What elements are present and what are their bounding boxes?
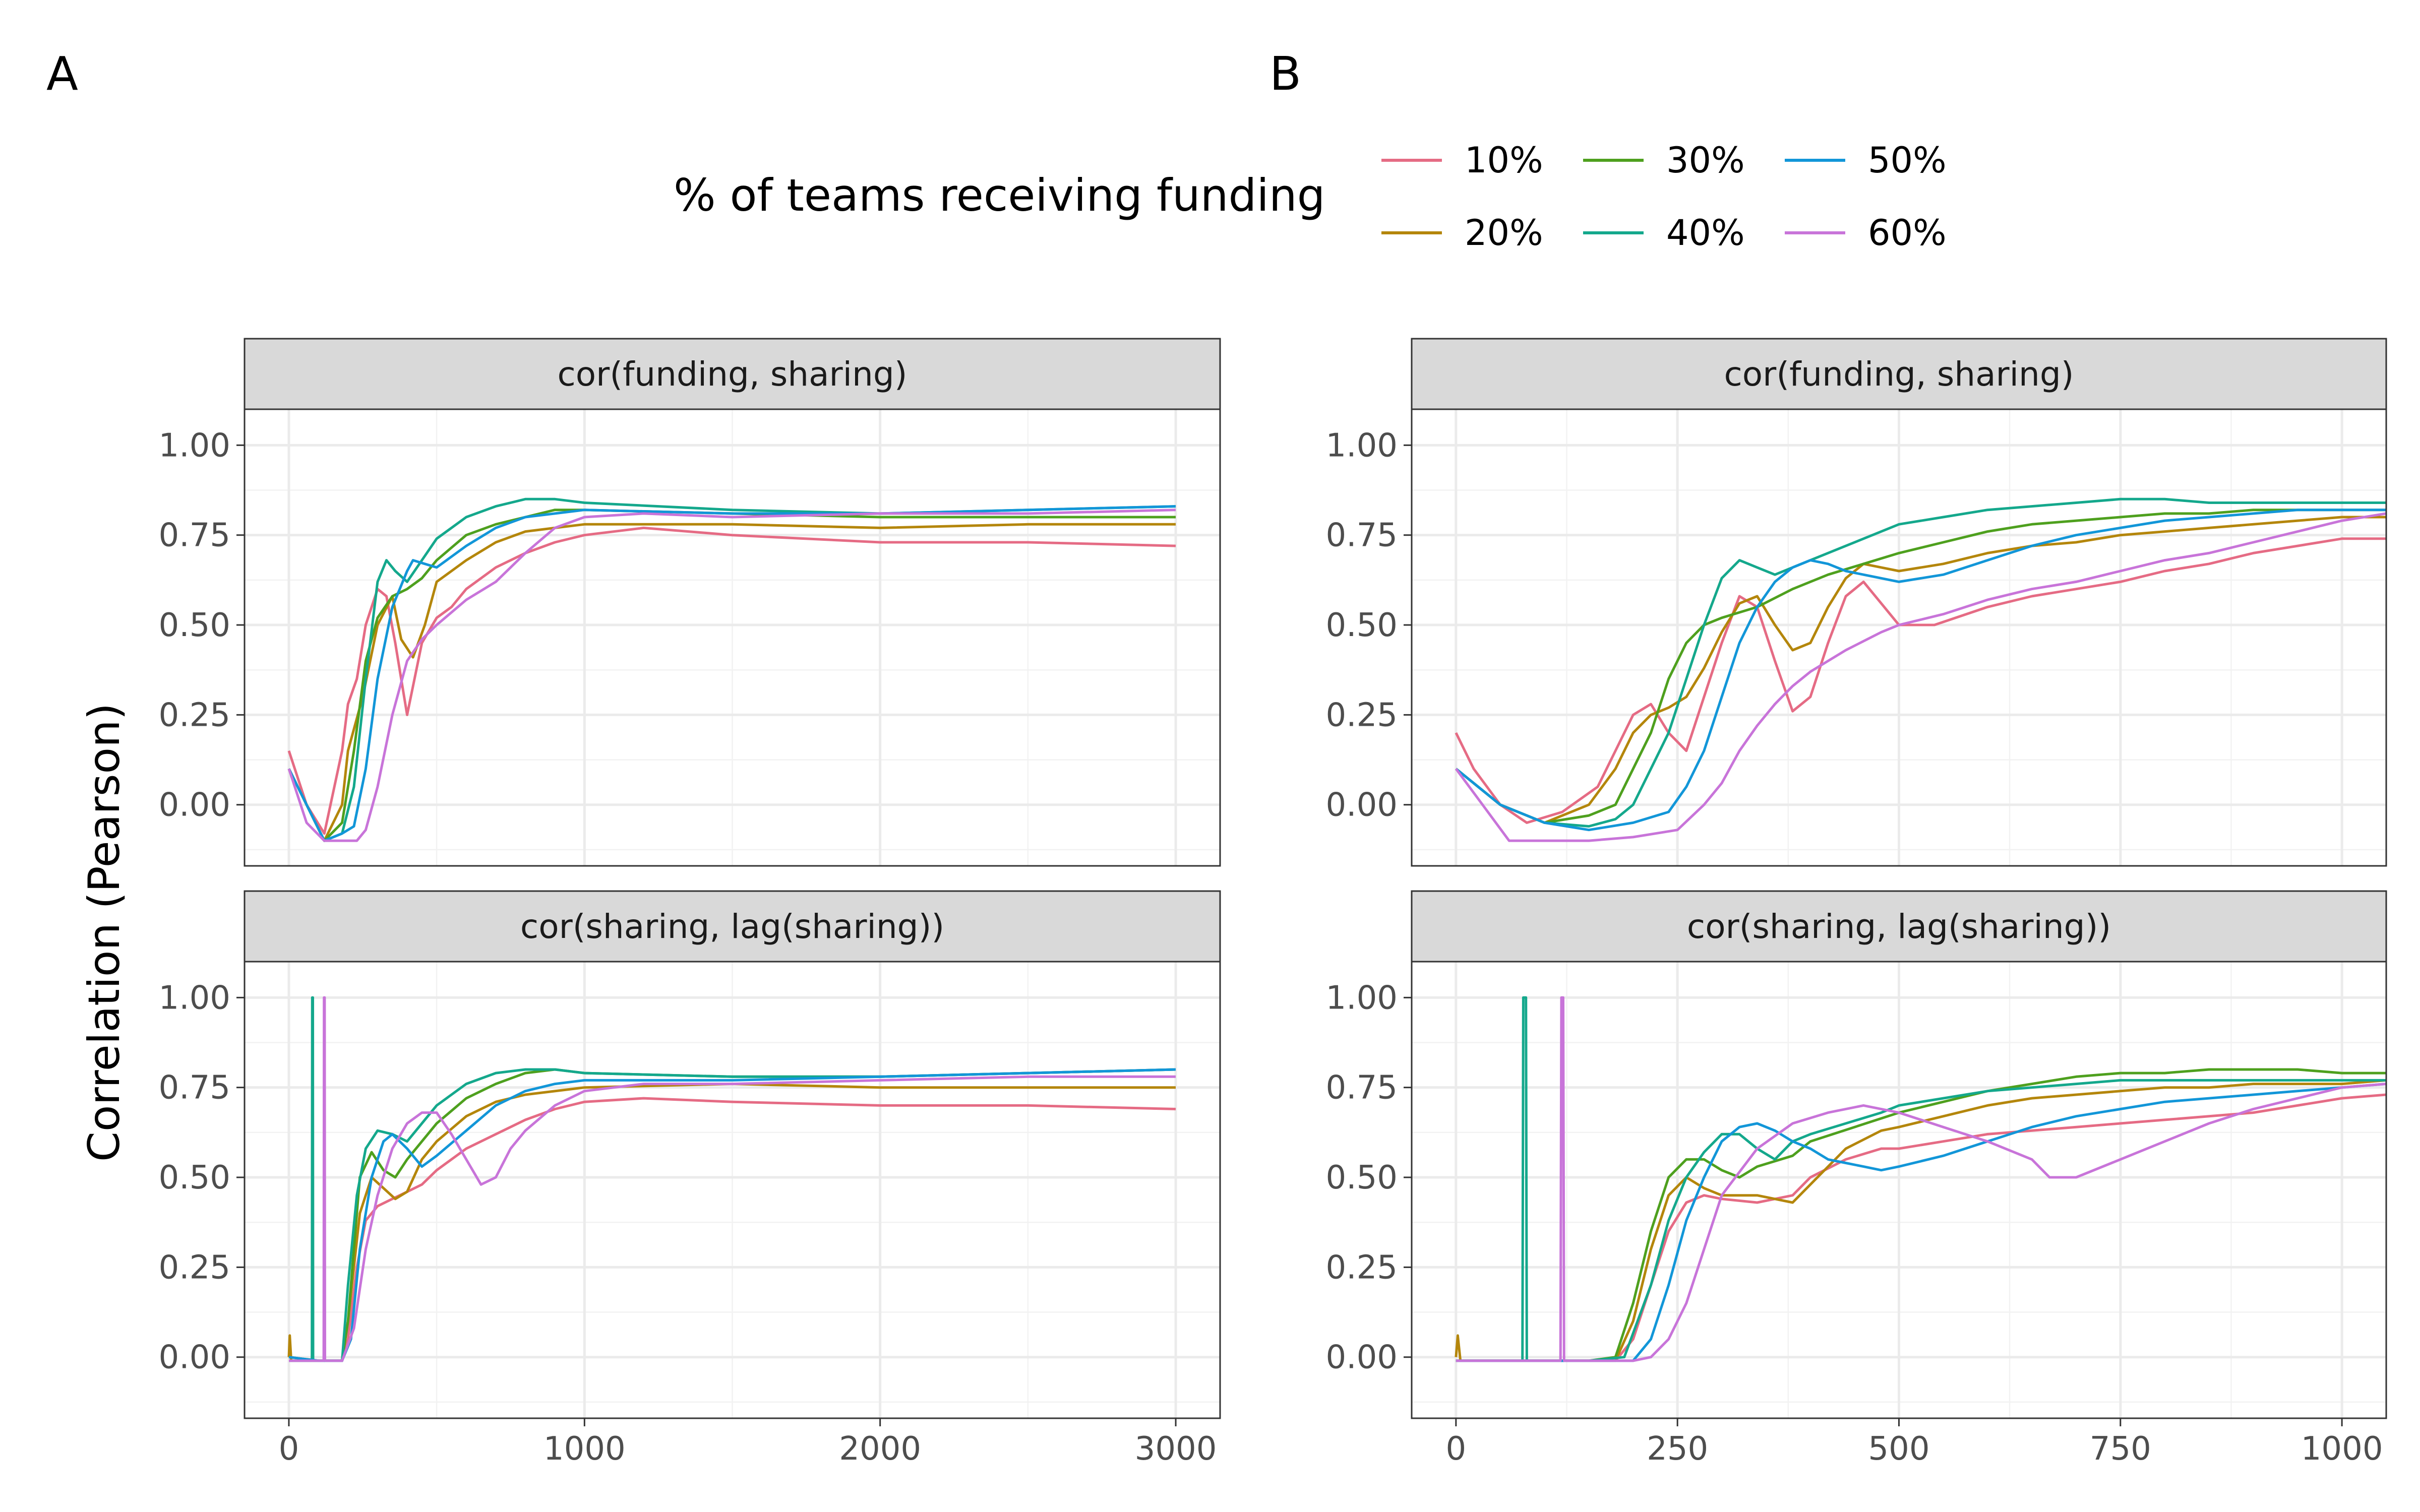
legend-label-4: 40% <box>1666 212 1745 254</box>
series-line-60pct <box>1456 996 2386 1362</box>
legend-label-1: 10% <box>1465 140 1543 181</box>
series-group <box>287 996 1176 1362</box>
legend-label-3: 30% <box>1666 140 1745 181</box>
legend-label-5: 50% <box>1868 140 1947 181</box>
facet-strip-label: cor(funding, sharing) <box>1724 355 2074 394</box>
x-tick-label: 2000 <box>839 1430 921 1468</box>
y-tick-label: 0.50 <box>1326 1159 1398 1196</box>
legend: % of teams receiving funding 10% 20% 30% 40… <box>674 140 1947 254</box>
x-tick-label: 500 <box>1868 1430 1929 1468</box>
y-tick-label: 0.75 <box>1326 1069 1398 1107</box>
x-tick-label: 750 <box>2090 1430 2151 1468</box>
facet-strip-label: cor(funding, sharing) <box>558 355 908 394</box>
y-axis-label: Correlation (Pearson) <box>79 703 130 1162</box>
series-line-20pct <box>1455 516 2386 824</box>
panel-border <box>1411 408 2387 867</box>
facet-strip-label: cor(sharing, lag(sharing)) <box>520 907 944 946</box>
series-line-10pct <box>287 526 1176 835</box>
legend-label-6: 60% <box>1868 212 1947 254</box>
x-tick-label: 3000 <box>1135 1430 1217 1468</box>
x-tick-label: 0 <box>279 1430 299 1468</box>
y-tick-label: 0.00 <box>159 1339 231 1376</box>
panel-tag-b: B <box>1269 47 1301 101</box>
series-line-40pct <box>287 497 1176 842</box>
y-tick-label: 1.00 <box>1326 427 1398 464</box>
y-tick-label: 1.00 <box>1326 979 1398 1017</box>
panel-tag-a: A <box>46 47 78 101</box>
y-tick-label: 0.25 <box>159 1249 231 1286</box>
y-tick-label: 0.25 <box>159 697 231 734</box>
series-line-60pct <box>287 509 1176 842</box>
x-tick-label: 1000 <box>543 1430 626 1468</box>
series-group <box>287 497 1176 842</box>
series-line-60pct <box>1455 512 2386 842</box>
series-line-50pct <box>287 505 1176 842</box>
y-tick-label: 0.00 <box>1326 787 1398 824</box>
y-tick-label: 0.25 <box>1326 697 1398 734</box>
panel-border <box>244 961 1221 1419</box>
series-line-10pct <box>288 1097 1176 1362</box>
legend-title: % of teams receiving funding <box>674 169 1325 221</box>
series-line-40pct <box>289 996 1176 1362</box>
series-line-50pct <box>1456 1083 2386 1362</box>
series-line-50pct <box>1455 509 2386 832</box>
facet-a-sharing-lag: cor(sharing, lag(sharing)) 0.00 0.25 0.50 0.… <box>159 890 1221 1468</box>
y-tick-label: 0.75 <box>1326 517 1398 554</box>
facet-strip <box>1411 890 2387 963</box>
series-group <box>1455 497 2386 842</box>
series-line-10pct <box>1455 537 2386 824</box>
y-tick-label: 0.75 <box>159 1069 231 1107</box>
series-group <box>1455 996 2386 1362</box>
y-tick-label: 0.00 <box>159 787 231 824</box>
y-tick-label: 0.25 <box>1326 1249 1398 1286</box>
x-tick-label: 0 <box>1446 1430 1467 1468</box>
series-line-20pct <box>1455 1079 2386 1362</box>
legend-label-2: 20% <box>1465 212 1543 254</box>
series-line-50pct <box>288 1068 1176 1362</box>
y-tick-label: 0.50 <box>159 1159 231 1196</box>
facet-b-funding-sharing: cor(funding, sharing) 0.00 0.25 0.50 0.75 1.0… <box>1326 338 2387 867</box>
series-line-30pct <box>1456 1068 2386 1362</box>
y-tick-label: 0.75 <box>159 517 231 554</box>
series-line-30pct <box>1455 509 2386 824</box>
y-tick-label: 1.00 <box>159 979 231 1017</box>
y-tick-label: 0.00 <box>1326 1339 1398 1376</box>
y-tick-label: 0.50 <box>1326 607 1398 644</box>
facet-a-funding-sharing: cor(funding, sharing) 0.00 0.25 0.50 0.75 1.0… <box>159 338 1221 867</box>
series-line-20pct <box>287 523 1176 842</box>
facet-strip-label: cor(sharing, lag(sharing)) <box>1687 907 2111 946</box>
facet-b-sharing-lag: cor(sharing, lag(sharing)) 0.00 0.25 0.50 0.… <box>1326 890 2387 1468</box>
y-tick-label: 0.50 <box>159 607 231 644</box>
x-tick-label: 1000 <box>2301 1430 2383 1468</box>
y-tick-label: 1.00 <box>159 427 231 464</box>
series-line-60pct <box>289 996 1176 1362</box>
x-tick-label: 250 <box>1647 1430 1708 1468</box>
panel-border <box>244 408 1221 867</box>
